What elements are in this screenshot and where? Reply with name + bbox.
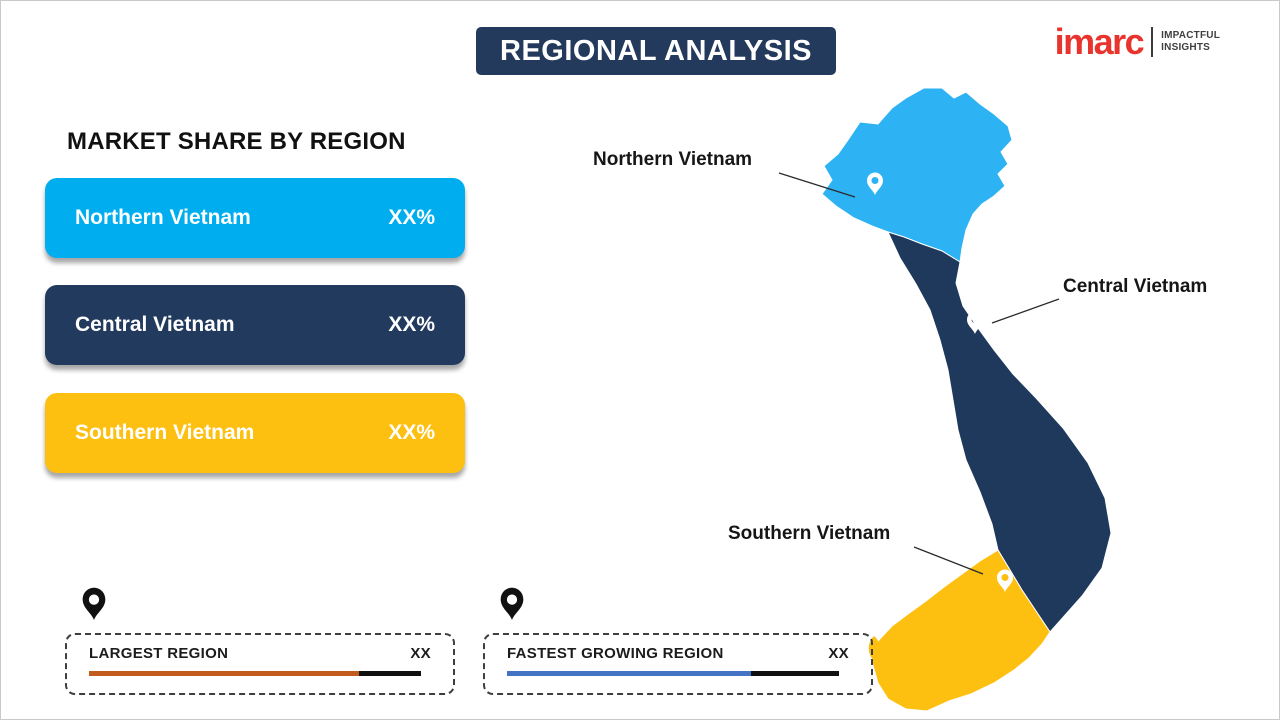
share-bar-value: XX% xyxy=(388,206,435,229)
largest-region-value: XX xyxy=(410,645,431,662)
map-label-northern: Northern Vietnam xyxy=(593,149,753,170)
map-label-southern: Southern Vietnam xyxy=(728,523,891,544)
logo-tagline: IMPACTFUL INSIGHTS xyxy=(1161,30,1220,54)
fastest-region-bar xyxy=(507,671,839,676)
fastest-region-bar-end xyxy=(751,671,839,676)
fastest-region-box: FASTEST GROWING REGION XX xyxy=(483,633,873,695)
largest-region-bar-main xyxy=(89,671,359,676)
logo-divider-bar xyxy=(1151,27,1154,57)
page-title: REGIONAL ANALYSIS xyxy=(476,27,836,75)
share-bar-label: Northern Vietnam xyxy=(75,206,251,229)
share-bar-value: XX% xyxy=(388,421,435,444)
map-label-central: Central Vietnam xyxy=(1063,276,1208,297)
share-bar-northern: Northern Vietnam XX% xyxy=(45,178,465,258)
share-bar-value: XX% xyxy=(388,313,435,336)
largest-region-box: LARGEST REGION XX xyxy=(65,633,455,695)
fastest-region-pin-icon xyxy=(500,587,524,620)
fastest-region-value: XX xyxy=(828,645,849,662)
largest-region-label: LARGEST REGION xyxy=(89,645,229,662)
share-bar-label: Central Vietnam xyxy=(75,313,235,336)
share-bar-southern: Southern Vietnam XX% xyxy=(45,393,465,473)
largest-region-bar xyxy=(89,671,421,676)
vietnam-map xyxy=(821,87,1112,712)
fastest-region-label: FASTEST GROWING REGION xyxy=(507,645,724,662)
map-region-central xyxy=(887,231,1112,633)
imarc-brand-text: imarc xyxy=(1054,21,1145,62)
market-share-heading: MARKET SHARE BY REGION xyxy=(67,128,406,155)
logo-tagline-line1: IMPACTFUL xyxy=(1161,30,1220,41)
map-region-northern xyxy=(821,87,1013,263)
imarc-logo: imarc IMPACTFUL INSIGHTS xyxy=(1055,24,1220,60)
share-bar-central: Central Vietnam XX% xyxy=(45,285,465,365)
fastest-region-bar-main xyxy=(507,671,751,676)
largest-region-pin-icon xyxy=(82,587,106,620)
largest-region-bar-end xyxy=(359,671,421,676)
share-bar-label: Southern Vietnam xyxy=(75,421,255,444)
logo-tagline-line2: INSIGHTS xyxy=(1161,42,1210,53)
